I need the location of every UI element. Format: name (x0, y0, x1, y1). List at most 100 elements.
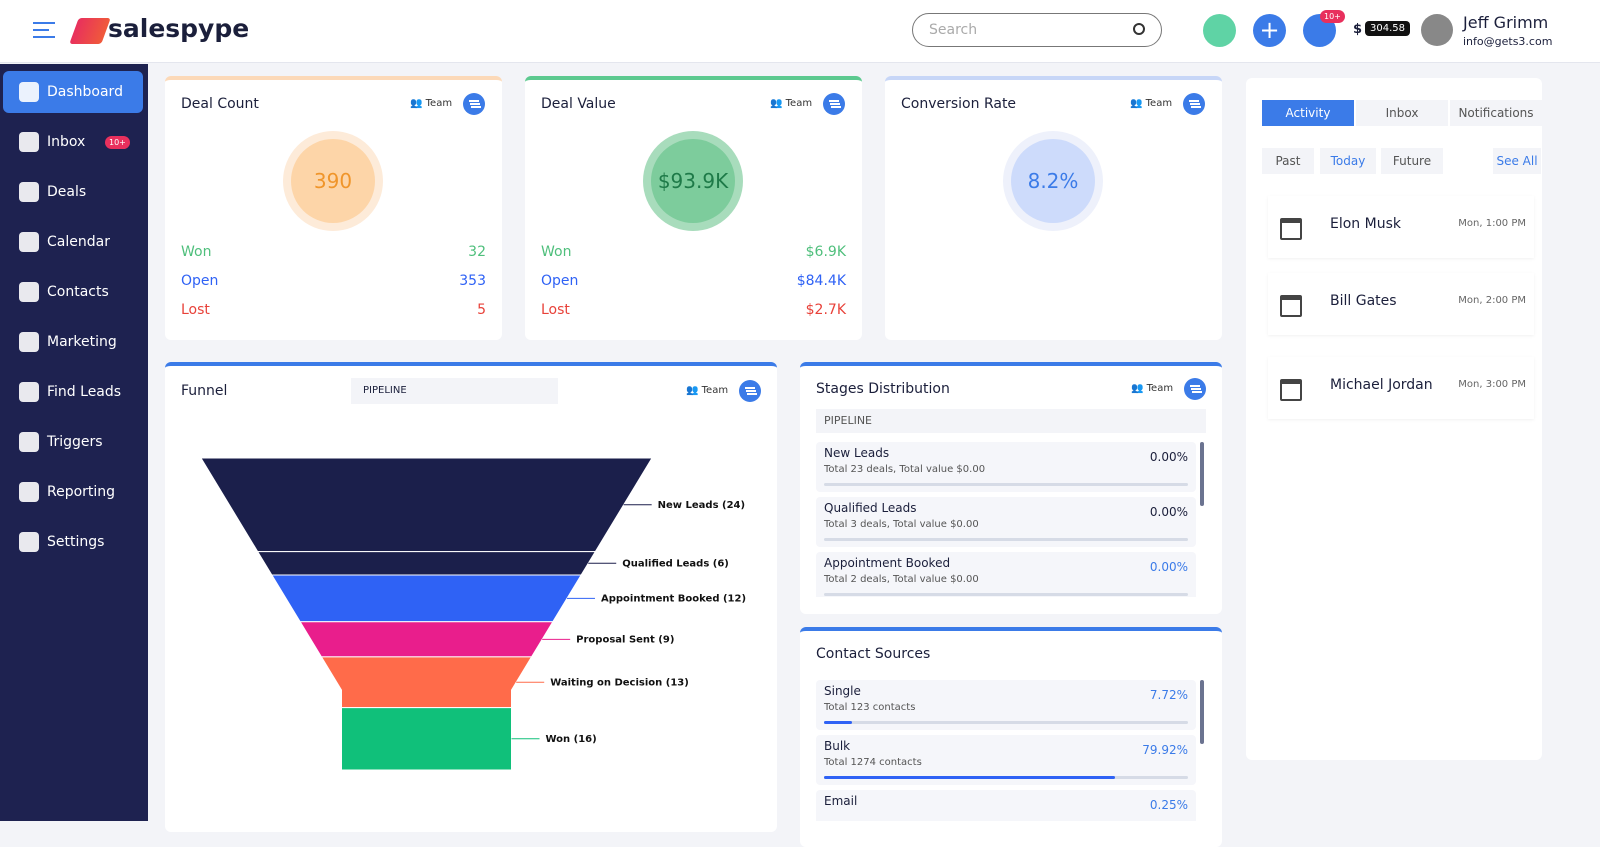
event-name: Bill Gates (1330, 293, 1397, 309)
progress-track (824, 483, 1188, 486)
item-percent: 0.00% (1149, 560, 1188, 574)
calendar-icon (1280, 295, 1302, 317)
funnel-label: Appointment Booked (12) (601, 593, 746, 604)
activity-tab[interactable]: Inbox (1356, 100, 1448, 126)
nav-icon (19, 282, 39, 302)
brand: salespype (108, 14, 250, 43)
list-item: Qualified Leads Total 3 deals, Total valu… (816, 497, 1196, 547)
nav-item[interactable]: Settings (3, 521, 143, 563)
nav-item[interactable]: Contacts (3, 271, 143, 313)
filter-button[interactable] (1183, 93, 1205, 115)
nav-item[interactable]: Triggers (3, 421, 143, 463)
item-detail: Total 23 deals, Total value $0.00 (824, 464, 986, 475)
list-item: Email 0.25% (816, 790, 1196, 821)
avatar[interactable] (1421, 14, 1453, 46)
kpi-value: 390 (291, 139, 375, 223)
nav-item[interactable]: Find Leads (3, 371, 143, 413)
item-name: Qualified Leads (824, 501, 917, 515)
time-filter[interactable]: Today (1320, 148, 1376, 174)
kpi-row-label: Won (541, 244, 572, 260)
kpi-row-value: 353 (459, 273, 486, 289)
team-label: 👥 Team (770, 98, 813, 109)
stages-list: New Leads Total 23 deals, Total value $0.… (800, 442, 1222, 597)
nav-icon (19, 82, 39, 102)
list-item: Appointment Booked Total 2 deals, Total v… (816, 552, 1196, 597)
event-name: Elon Musk (1330, 216, 1401, 232)
pipeline-select[interactable]: PIPELINE (351, 378, 558, 404)
team-text: Team (425, 98, 453, 109)
call-button[interactable] (1203, 14, 1236, 47)
kpi-value: 8.2% (1011, 139, 1095, 223)
item-percent: 0.00% (1149, 450, 1188, 464)
funnel-segment (200, 457, 653, 553)
filter-button[interactable] (739, 380, 761, 402)
kpi-row-value: $6.9K (805, 244, 846, 260)
kpi-title: Deal Count (181, 96, 259, 112)
nav-item[interactable]: Reporting (3, 471, 143, 513)
time-filter[interactable]: Past (1262, 148, 1314, 174)
kpi-row-label: Won (181, 244, 212, 260)
nav-icon (19, 482, 39, 502)
notification-badge: 10+ (1320, 10, 1345, 23)
filter-button[interactable] (823, 93, 845, 115)
event-name: Michael Jordan (1330, 377, 1433, 393)
stages-select-value: PIPELINE (824, 414, 873, 427)
menu-button[interactable] (33, 22, 55, 38)
funnel-title: Funnel (181, 383, 228, 399)
sources-title: Contact Sources (816, 646, 931, 662)
search-placeholder: Search (929, 22, 978, 38)
progress-track (824, 721, 1188, 724)
nav-icon (19, 132, 39, 152)
filter-button[interactable] (1184, 378, 1206, 400)
stages-select[interactable]: PIPELINE (816, 409, 1206, 433)
funnel-label: Qualified Leads (6) (622, 558, 729, 569)
progress-track (824, 776, 1188, 779)
balance: 304.58 (1365, 21, 1410, 36)
item-percent: 0.00% (1149, 505, 1188, 519)
nav-icon (19, 232, 39, 252)
funnel-label: Waiting on Decision (13) (550, 677, 689, 688)
activity-tab[interactable]: Notifications (1450, 100, 1542, 126)
nav-item[interactable]: Dashboard (3, 71, 143, 113)
kpi-title: Conversion Rate (901, 96, 1017, 112)
activity-tab[interactable]: Activity (1262, 100, 1354, 126)
funnel-segment (270, 574, 583, 623)
team-text: Team (1145, 98, 1173, 109)
balance-currency: $ (1353, 22, 1363, 37)
item-name: Appointment Booked (824, 556, 951, 570)
filter-button[interactable] (463, 93, 485, 115)
search-box[interactable]: Search (912, 13, 1162, 47)
funnel-segment (320, 656, 533, 709)
pipeline-select-value: PIPELINE (363, 385, 407, 396)
kpi-value: $93.9K (651, 139, 735, 223)
activity-panel (1246, 78, 1542, 760)
team-text: Team (701, 385, 729, 396)
funnel-label: New Leads (24) (658, 500, 745, 511)
see-all[interactable]: See All (1493, 148, 1541, 174)
nav-item[interactable]: Calendar (3, 221, 143, 263)
team-text: Team (785, 98, 813, 109)
user-email: info@gets3.com (1463, 35, 1553, 48)
funnel-label: Proposal Sent (9) (576, 634, 674, 645)
progress-fill (824, 721, 853, 724)
funnel-chart: New Leads (24) Qualified Leads (6) Appoint… (200, 457, 746, 771)
nav-item[interactable]: Inbox (3, 121, 143, 163)
list-item: Bulk Total 1274 contacts 79.92% (816, 735, 1196, 785)
kpi-row-value: 5 (477, 302, 486, 318)
time-filter[interactable]: Future (1381, 148, 1443, 174)
list-item: Single Total 123 contacts 7.72% (816, 680, 1196, 730)
sources-list: Single Total 123 contacts 7.72% Bulk Total 1… (800, 680, 1222, 821)
event-time: Mon, 3:00 PM (1458, 379, 1526, 390)
kpi-row-value: 32 (468, 244, 486, 260)
user-name: Jeff Grimm (1463, 13, 1549, 32)
event-time: Mon, 1:00 PM (1458, 218, 1526, 229)
nav-item[interactable]: Deals (3, 171, 143, 213)
calendar-icon (1280, 379, 1302, 401)
kpi-row-label: Open (541, 273, 579, 289)
add-button[interactable]: + (1253, 14, 1286, 47)
item-name: Single (824, 684, 861, 698)
item-percent: 7.72% (1149, 688, 1188, 702)
nav-item[interactable]: Marketing (3, 321, 143, 363)
item-detail: Total 123 contacts (824, 702, 916, 713)
list-item: New Leads Total 23 deals, Total value $0.… (816, 442, 1196, 492)
